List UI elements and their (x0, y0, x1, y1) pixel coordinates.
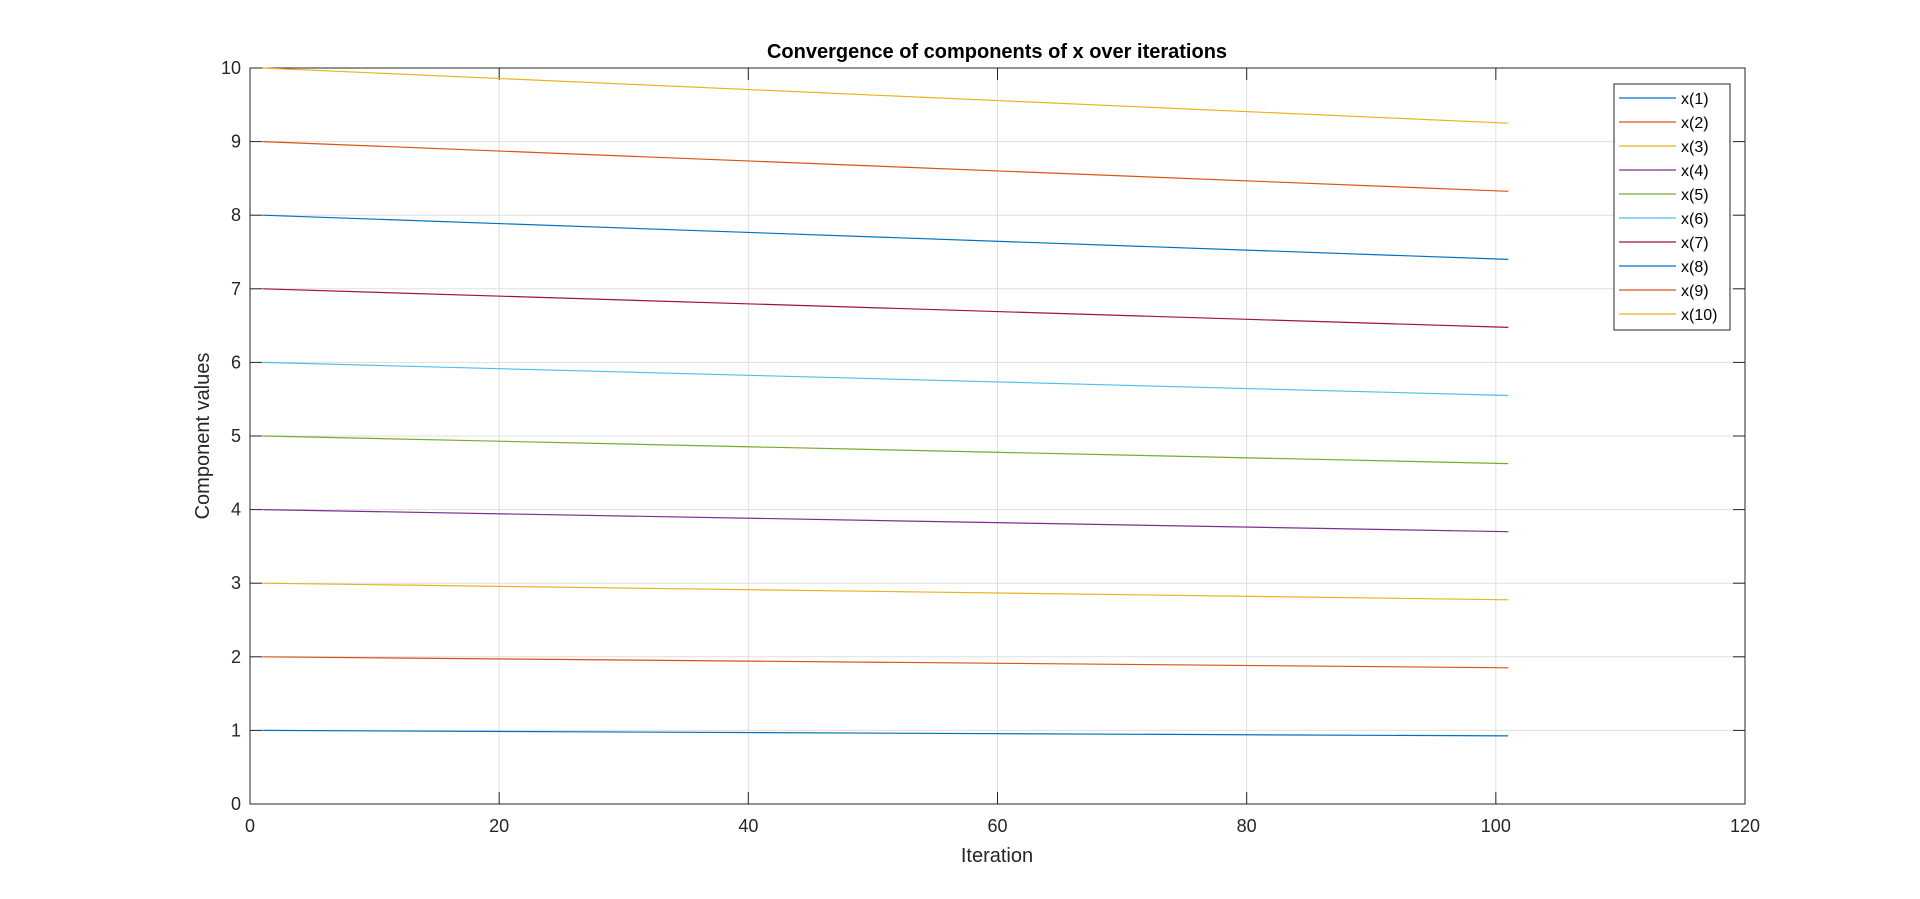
series-line-x(2) (262, 656, 1509, 669)
legend-entry: x(3) (1681, 139, 1709, 156)
y-tick-label: 9 (231, 132, 241, 152)
y-tick-label: 1 (231, 720, 241, 740)
legend-entry: x(2) (1681, 115, 1709, 132)
y-tick-label: 0 (231, 794, 241, 814)
x-tick-label: 100 (1481, 816, 1511, 836)
y-tick-label: 5 (231, 426, 241, 446)
legend-box (1613, 83, 1731, 331)
y-tick-label: 6 (231, 352, 241, 372)
legend-entry: x(6) (1681, 211, 1709, 228)
legend-entry: x(1) (1681, 91, 1709, 108)
legend-entry: x(5) (1681, 187, 1709, 204)
series-lines (262, 67, 1509, 737)
legend-entry: x(4) (1681, 163, 1709, 180)
series-line-x(3) (262, 582, 1509, 601)
x-tick-label: 80 (1237, 816, 1257, 836)
series-line-x(6) (262, 361, 1509, 397)
x-tick-label: 40 (738, 816, 758, 836)
series-line-x(5) (262, 435, 1509, 465)
legend: x(1) x(2) x(3) x(4) x(5) x(6) x(7) x(8) x(9) x(10… (1613, 83, 1731, 331)
legend-entry: x(9) (1681, 283, 1709, 300)
series-line-x(7) (262, 288, 1509, 328)
legend-entry: x(7) (1681, 235, 1709, 252)
y-tick-label: 10 (221, 58, 241, 78)
x-tick-label: 120 (1730, 816, 1760, 836)
legend-entry: x(8) (1681, 259, 1709, 276)
x-axis-label: Iteration (961, 845, 1033, 867)
x-tick-label: 20 (489, 816, 509, 836)
y-axis-label: Component values (192, 353, 214, 520)
y-tick-label: 2 (231, 647, 241, 667)
series-line-x(4) (262, 509, 1509, 533)
axis-ticks: 0 20 40 60 80 100 120 0 1 2 3 4 5 6 7 8 9 10 (221, 58, 1760, 836)
chart-title: Convergence of components of x over iter… (767, 41, 1227, 63)
y-tick-label: 4 (231, 500, 241, 520)
grid (250, 68, 1745, 804)
x-tick-label: 60 (987, 816, 1007, 836)
y-tick-label: 8 (231, 205, 241, 225)
y-tick-label: 3 (231, 573, 241, 593)
series-line-x(1) (262, 729, 1509, 737)
legend-entry: x(10) (1681, 307, 1717, 324)
series-line-x(8) (262, 214, 1509, 260)
x-tick-label: 0 (245, 816, 255, 836)
y-tick-label: 7 (231, 279, 241, 299)
series-line-x(9) (262, 141, 1509, 192)
series-line-x(10) (262, 67, 1509, 124)
